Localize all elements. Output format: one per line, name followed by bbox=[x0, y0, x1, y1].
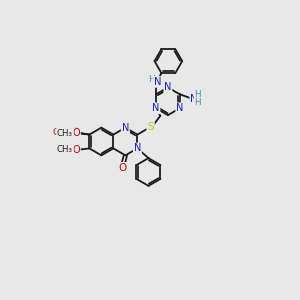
Text: N: N bbox=[190, 94, 198, 103]
Text: O: O bbox=[118, 163, 126, 173]
Text: O: O bbox=[72, 145, 80, 155]
Text: OCH₃: OCH₃ bbox=[52, 128, 75, 137]
Text: H: H bbox=[194, 98, 201, 107]
Text: N: N bbox=[164, 82, 172, 92]
Text: N: N bbox=[134, 143, 141, 153]
Text: N: N bbox=[152, 103, 160, 113]
Text: CH₃: CH₃ bbox=[57, 146, 73, 154]
Text: O: O bbox=[72, 128, 80, 138]
Text: CH₃: CH₃ bbox=[57, 128, 73, 137]
Text: N: N bbox=[122, 123, 129, 133]
Text: H: H bbox=[194, 90, 201, 99]
Text: S: S bbox=[147, 122, 154, 132]
Text: N: N bbox=[154, 77, 161, 87]
Text: O: O bbox=[72, 127, 79, 137]
Text: H: H bbox=[148, 75, 154, 84]
Text: N: N bbox=[176, 103, 184, 113]
